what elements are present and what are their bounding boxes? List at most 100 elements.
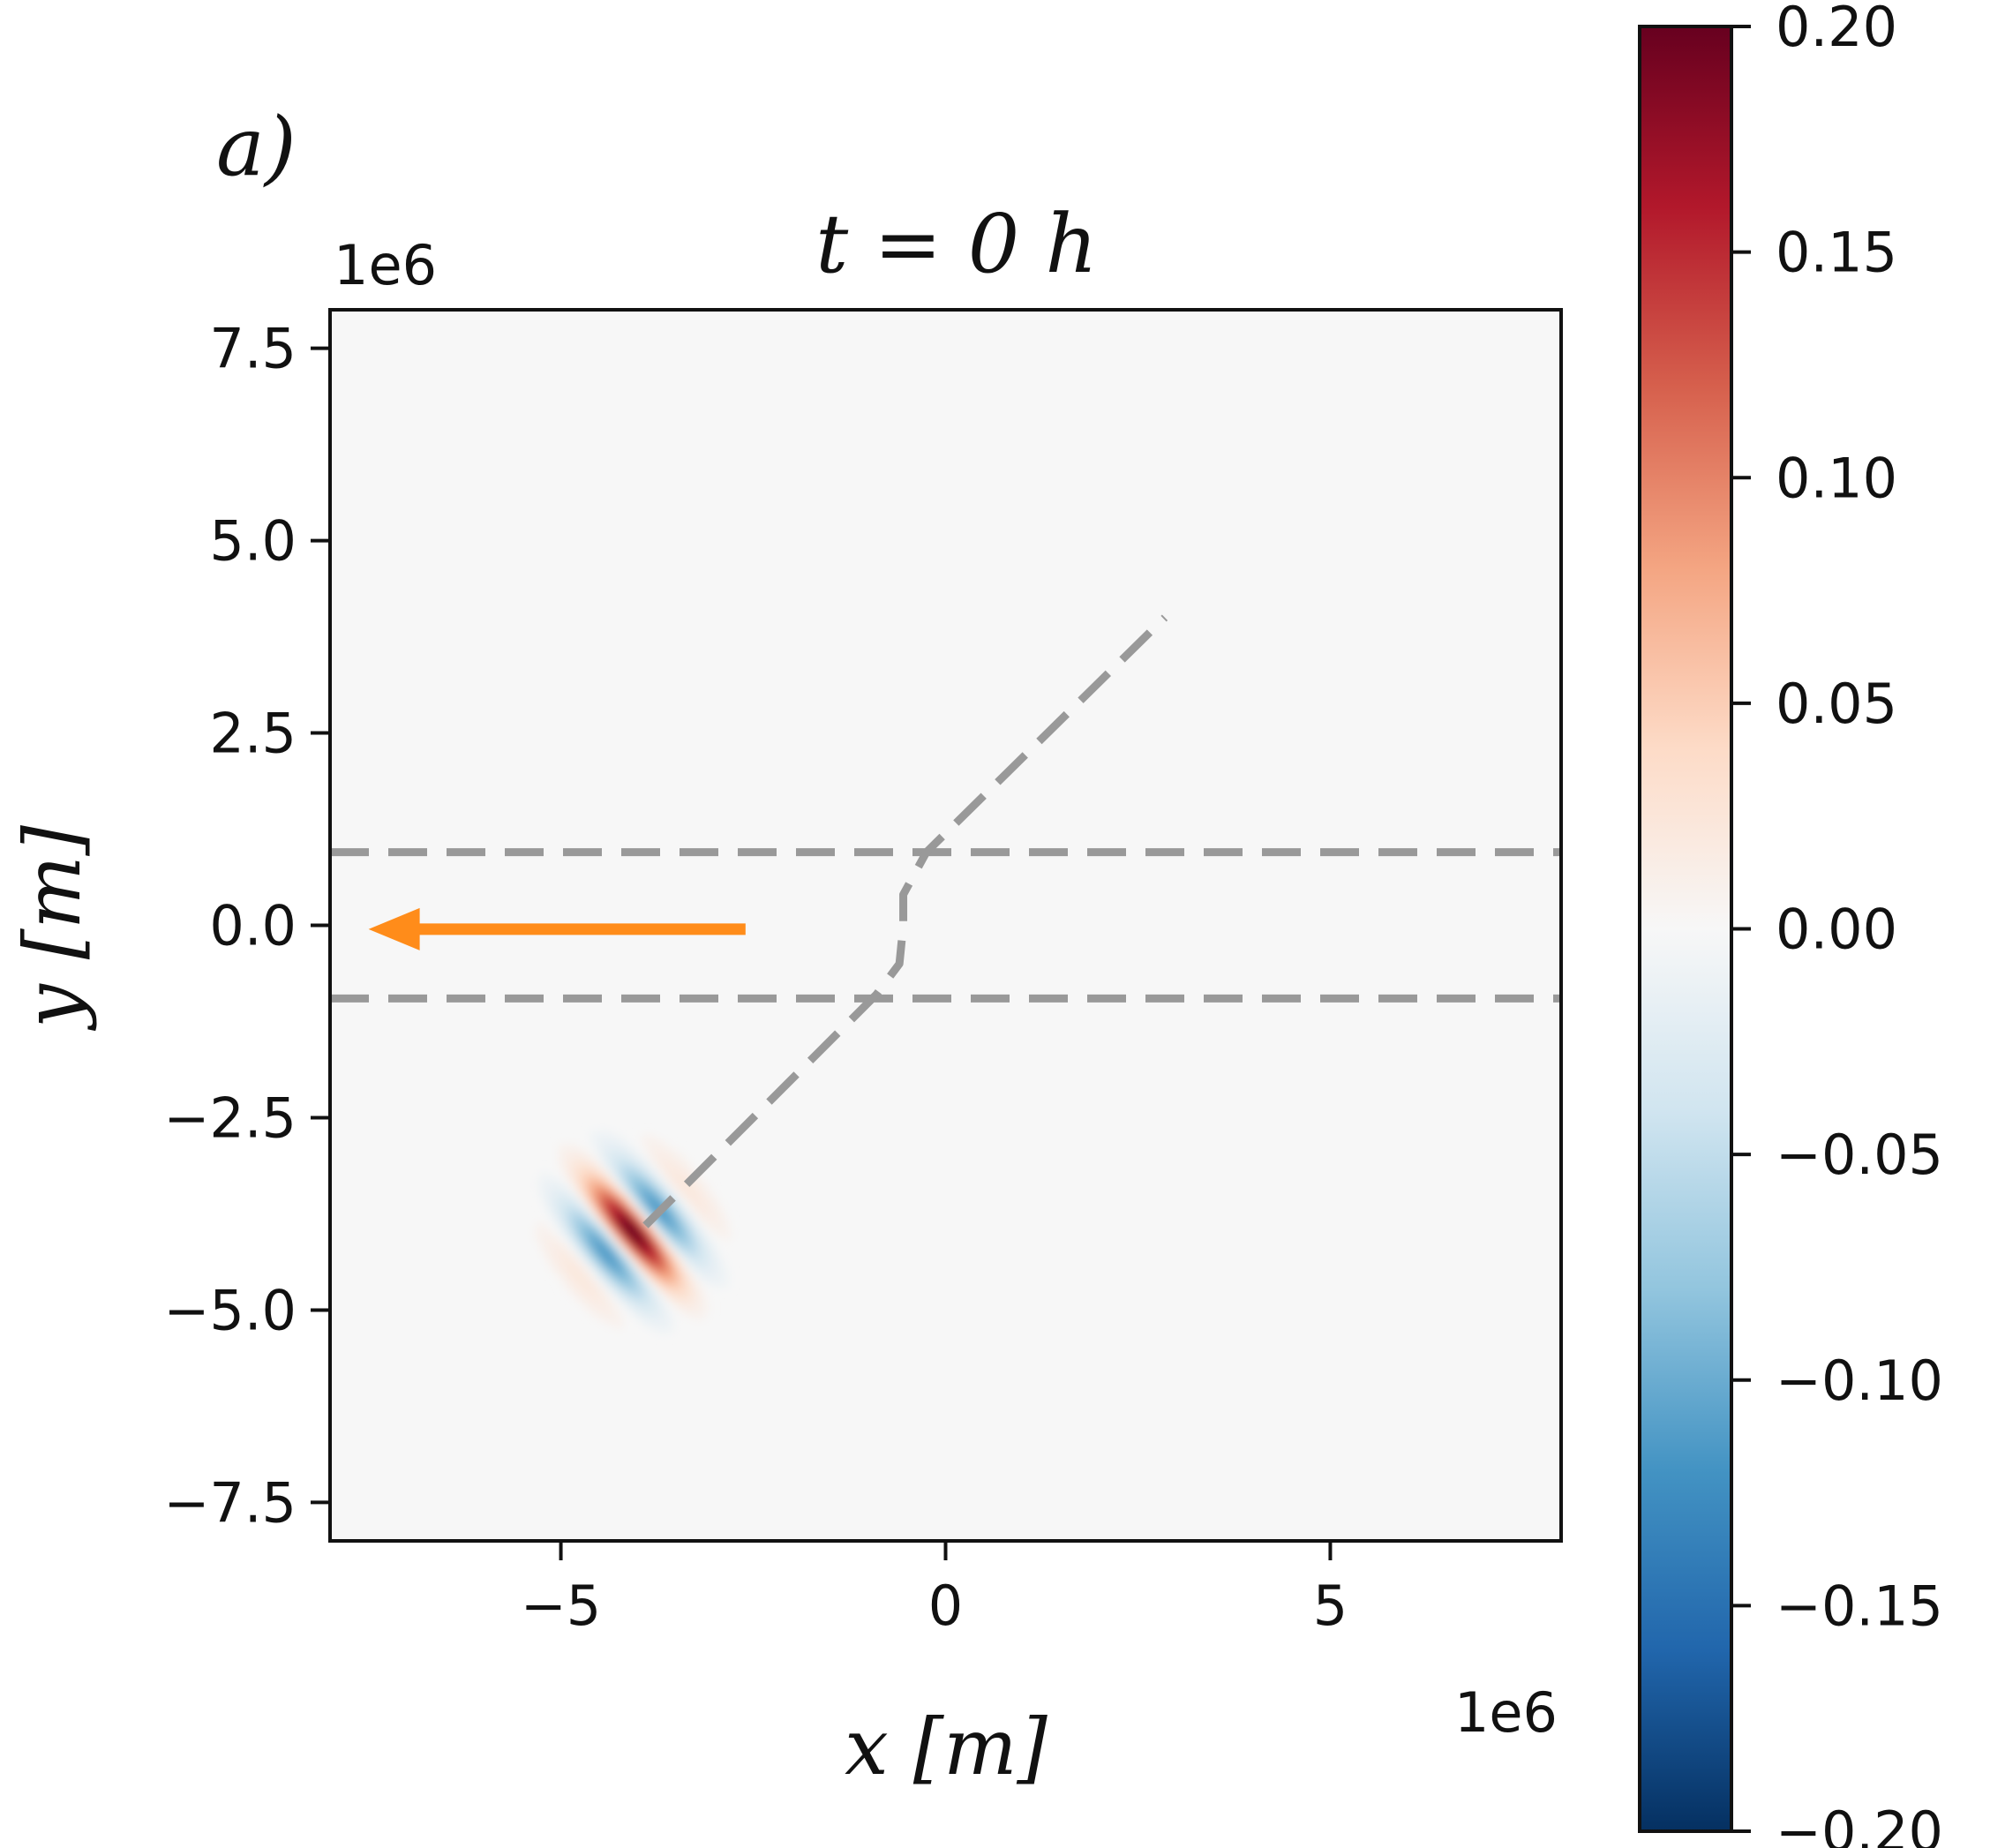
wave-packet-cell [636, 1157, 642, 1164]
wave-packet-cell [724, 1236, 730, 1242]
wave-packet-cell [581, 1240, 587, 1247]
wave-packet-cell [701, 1268, 707, 1274]
wave-packet-cell [631, 1162, 638, 1168]
wave-packet-cell [608, 1208, 614, 1214]
wave-packet-cell [668, 1268, 674, 1274]
wave-packet-cell [714, 1198, 721, 1206]
wave-packet-cell [645, 1268, 651, 1274]
wave-packet-cell [659, 1162, 665, 1168]
wave-packet-cell [668, 1324, 674, 1330]
wave-packet-cell [631, 1277, 638, 1284]
wave-packet-cell [622, 1227, 628, 1233]
wave-packet-cell [636, 1208, 642, 1214]
wave-packet-cell [585, 1190, 591, 1196]
wave-packet-cell [599, 1258, 605, 1266]
wave-packet-cell [567, 1204, 573, 1210]
wave-packet-cell [599, 1144, 605, 1150]
wave-packet-cell [696, 1300, 702, 1307]
wave-packet-cell [612, 1277, 620, 1284]
wave-packet-cell [672, 1167, 680, 1173]
wave-packet-cell [622, 1144, 628, 1150]
wave-packet-cell [659, 1254, 665, 1260]
wave-packet-cell [728, 1231, 734, 1237]
wave-packet-cell [668, 1171, 674, 1177]
wave-packet-cell [604, 1268, 610, 1274]
wave-packet-cell [641, 1273, 647, 1279]
wave-packet-cell [558, 1268, 564, 1274]
wave-packet-cell [567, 1227, 573, 1233]
wave-packet-cell [705, 1305, 711, 1311]
wave-packet-cell [562, 1254, 568, 1260]
wave-packet-cell [589, 1277, 596, 1284]
wave-packet-cell [672, 1273, 680, 1279]
wave-packet-cell [576, 1291, 582, 1297]
wave-packet-cell [710, 1213, 716, 1219]
wave-packet-cell [654, 1204, 661, 1210]
wave-packet-cell [604, 1245, 610, 1251]
plot-content [330, 614, 1561, 1334]
wave-packet-cell [627, 1208, 633, 1214]
wave-packet-cell [678, 1167, 684, 1173]
wave-packet-cell [691, 1258, 698, 1266]
wave-packet-cell [585, 1176, 591, 1182]
wave-packet-cell [705, 1185, 711, 1191]
colorbar [1638, 25, 1733, 1833]
wave-packet-cell [691, 1254, 698, 1260]
wave-packet-cell [608, 1194, 614, 1200]
wave-packet-cell [645, 1180, 651, 1187]
wave-packet-cell [544, 1194, 550, 1200]
wave-packet-cell [627, 1198, 633, 1206]
wave-packet-cell [668, 1258, 674, 1266]
wave-packet-cell [558, 1217, 564, 1224]
wave-packet-cell [562, 1222, 568, 1228]
wave-packet-cell [594, 1167, 601, 1173]
wave-packet-cell [608, 1213, 614, 1219]
wave-packet-cell [654, 1314, 661, 1320]
wave-packet-cell [544, 1231, 550, 1237]
wave-packet-cell [622, 1245, 628, 1251]
wave-packet-cell [650, 1287, 656, 1293]
wave-packet-cell [710, 1227, 716, 1233]
wave-packet-cell [622, 1204, 628, 1210]
wave-packet-cell [618, 1296, 624, 1302]
wave-packet-cell [594, 1194, 601, 1200]
wave-packet-cell [604, 1282, 610, 1288]
wave-packet-cell [682, 1194, 688, 1200]
wave-packet-cell [687, 1264, 693, 1270]
wave-packet-cell [631, 1148, 638, 1154]
wave-packet-cell [664, 1162, 670, 1168]
wave-packet-cell [604, 1264, 610, 1270]
wave-packet-cell [612, 1245, 620, 1251]
wave-packet-cell [548, 1245, 554, 1251]
wave-packet-cell [567, 1153, 573, 1159]
wave-packet-cell [682, 1213, 688, 1219]
wave-packet-cell [599, 1217, 605, 1224]
wave-packet-cell [604, 1176, 610, 1182]
wave-packet-cell [724, 1231, 730, 1237]
arrow-head [368, 907, 420, 950]
wave-packet-cell [585, 1204, 591, 1210]
wave-packet-cell [659, 1268, 665, 1274]
wave-packet-cell [664, 1171, 670, 1177]
wave-packet-cell [622, 1264, 628, 1270]
wave-packet-cell [618, 1236, 624, 1242]
wave-packet-cell [585, 1300, 591, 1307]
wave-packet-cell [705, 1198, 711, 1206]
wave-packet-cell [714, 1231, 721, 1237]
wave-packet-cell [618, 1208, 624, 1214]
wave-packet-cell [544, 1227, 550, 1233]
wave-packet-cell [705, 1194, 711, 1200]
wave-packet-cell [612, 1190, 620, 1196]
wave-packet-cell [687, 1222, 693, 1228]
wave-packet-cell [571, 1198, 577, 1206]
wave-packet-cell [696, 1185, 702, 1191]
wave-packet-cell [636, 1153, 642, 1159]
y-tick-label: −2.5 [163, 1086, 297, 1150]
wave-packet-cell [581, 1300, 587, 1307]
wave-packet-cell [668, 1148, 674, 1154]
wave-packet-cell [552, 1213, 559, 1219]
wave-packet-cell [701, 1273, 707, 1279]
wave-packet-cell [672, 1258, 680, 1266]
wave-packet-cell [668, 1227, 674, 1233]
wave-packet-cell [645, 1208, 651, 1214]
